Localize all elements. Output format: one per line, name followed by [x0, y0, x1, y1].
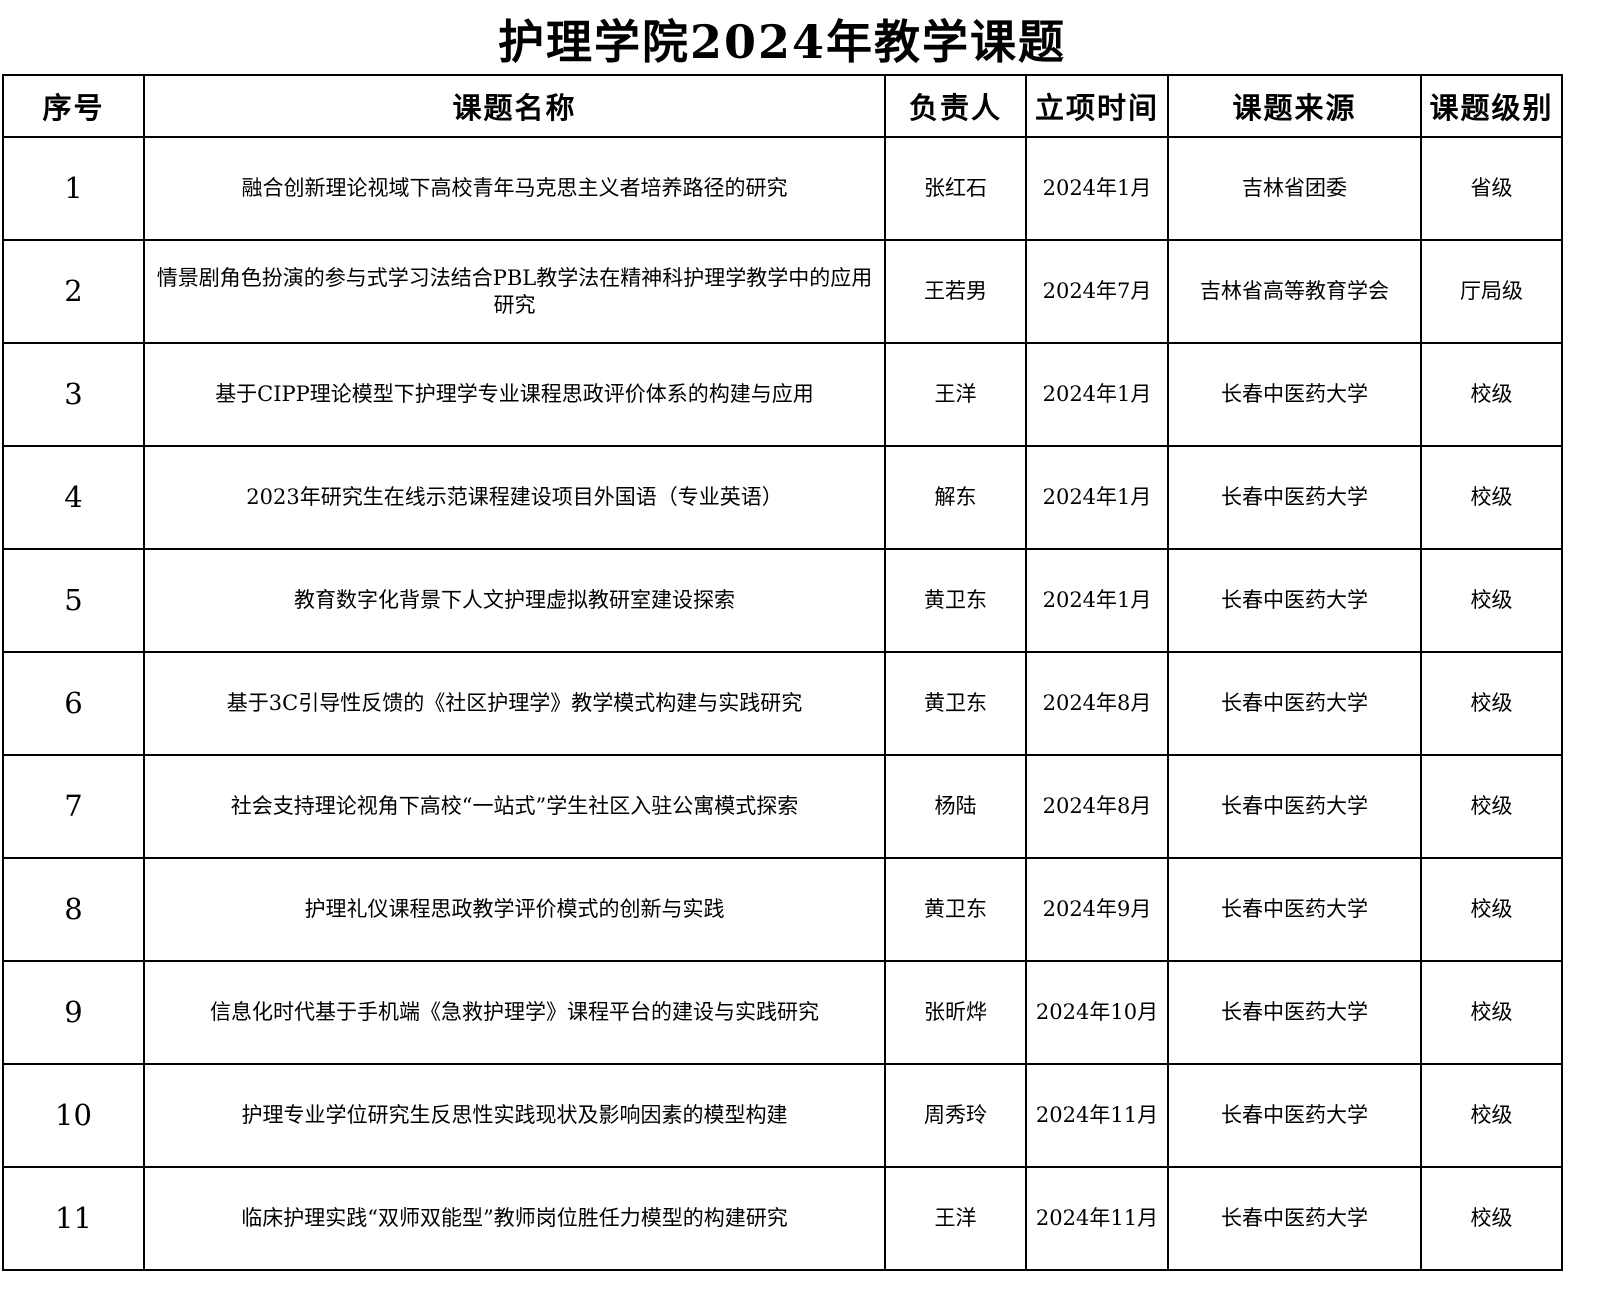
cell-leader: 解东 — [884, 445, 1027, 550]
cell-level: 校级 — [1420, 651, 1563, 756]
cell-index: 10 — [2, 1063, 145, 1168]
cell-source: 吉林省高等教育学会 — [1167, 239, 1422, 344]
header-date: 立项时间 — [1025, 74, 1169, 138]
table-row: 8 护理礼仪课程思政教学评价模式的创新与实践 黄卫东 2024年9月 长春中医药大学 校级 — [2, 857, 1563, 962]
cell-source: 长春中医药大学 — [1167, 1166, 1422, 1271]
cell-leader: 周秀玲 — [884, 1063, 1027, 1168]
cell-title: 社会支持理论视角下高校“一站式”学生社区入驻公寓模式探索 — [143, 754, 886, 859]
table-row: 7 社会支持理论视角下高校“一站式”学生社区入驻公寓模式探索 杨陆 2024年8月 长春… — [2, 754, 1563, 859]
cell-index: 6 — [2, 651, 145, 756]
cell-leader: 黄卫东 — [884, 651, 1027, 756]
header-row: 序号 课题名称 负责人 立项时间 课题来源 课题级别 — [2, 74, 1563, 138]
table-row: 9 信息化时代基于手机端《急救护理学》课程平台的建设与实践研究 张昕烨 2024年10… — [2, 960, 1563, 1065]
cell-source: 长春中医药大学 — [1167, 651, 1422, 756]
projects-table: 序号 课题名称 负责人 立项时间 课题来源 课题级别 1 融合创新理论视域下高校青年马克思主… — [2, 74, 1563, 1271]
table-row: 4 2023年研究生在线示范课程建设项目外国语（专业英语） 解东 2024年1月 长春中… — [2, 445, 1563, 550]
cell-source: 吉林省团委 — [1167, 136, 1422, 241]
cell-index: 7 — [2, 754, 145, 859]
cell-leader: 黄卫东 — [884, 548, 1027, 653]
cell-source: 长春中医药大学 — [1167, 960, 1422, 1065]
cell-index: 11 — [2, 1166, 145, 1271]
cell-date: 2024年11月 — [1025, 1166, 1169, 1271]
cell-leader: 王若男 — [884, 239, 1027, 344]
cell-leader: 王洋 — [884, 342, 1027, 447]
cell-title: 临床护理实践“双师双能型”教师岗位胜任力模型的构建研究 — [143, 1166, 886, 1271]
cell-date: 2024年11月 — [1025, 1063, 1169, 1168]
cell-index: 1 — [2, 136, 145, 241]
cell-index: 5 — [2, 548, 145, 653]
cell-title: 2023年研究生在线示范课程建设项目外国语（专业英语） — [143, 445, 886, 550]
page-title: 护理学院2024年教学课题 — [497, 15, 1067, 69]
table-row: 11 临床护理实践“双师双能型”教师岗位胜任力模型的构建研究 王洋 2024年11月长… — [2, 1166, 1563, 1271]
cell-source: 长春中医药大学 — [1167, 1063, 1422, 1168]
cell-date: 2024年10月 — [1025, 960, 1169, 1065]
cell-leader: 张昕烨 — [884, 960, 1027, 1065]
cell-title: 情景剧角色扮演的参与式学习法结合PBL教学法在精神科护理学教学中的应用研究 — [143, 239, 886, 344]
cell-level: 校级 — [1420, 857, 1563, 962]
cell-level: 校级 — [1420, 1063, 1563, 1168]
table-row: 1 融合创新理论视域下高校青年马克思主义者培养路径的研究 张红石 2024年1月 吉林省… — [2, 136, 1563, 241]
table-row: 5 教育数字化背景下人文护理虚拟教研室建设探索 黄卫东 2024年1月 长春中医药大学校… — [2, 548, 1563, 653]
cell-level: 省级 — [1420, 136, 1563, 241]
cell-leader: 杨陆 — [884, 754, 1027, 859]
cell-leader: 黄卫东 — [884, 857, 1027, 962]
cell-title: 基于3C引导性反馈的《社区护理学》教学模式构建与实践研究 — [143, 651, 886, 756]
cell-leader: 王洋 — [884, 1166, 1027, 1271]
cell-title: 基于CIPP理论模型下护理学专业课程思政评价体系的构建与应用 — [143, 342, 886, 447]
cell-level: 校级 — [1420, 445, 1563, 550]
cell-source: 长春中医药大学 — [1167, 445, 1422, 550]
header-index: 序号 — [2, 74, 145, 138]
cell-title: 教育数字化背景下人文护理虚拟教研室建设探索 — [143, 548, 886, 653]
cell-level: 校级 — [1420, 548, 1563, 653]
cell-title: 融合创新理论视域下高校青年马克思主义者培养路径的研究 — [143, 136, 886, 241]
cell-level: 厅局级 — [1420, 239, 1563, 344]
cell-index: 8 — [2, 857, 145, 962]
cell-index: 3 — [2, 342, 145, 447]
table-row: 2 情景剧角色扮演的参与式学习法结合PBL教学法在精神科护理学教学中的应用研究 王若… — [2, 239, 1563, 344]
cell-index: 9 — [2, 960, 145, 1065]
cell-level: 校级 — [1420, 754, 1563, 859]
cell-date: 2024年1月 — [1025, 548, 1169, 653]
cell-title: 护理礼仪课程思政教学评价模式的创新与实践 — [143, 857, 886, 962]
cell-date: 2024年8月 — [1025, 754, 1169, 859]
cell-index: 4 — [2, 445, 145, 550]
cell-source: 长春中医药大学 — [1167, 548, 1422, 653]
cell-date: 2024年1月 — [1025, 136, 1169, 241]
cell-date: 2024年7月 — [1025, 239, 1169, 344]
header-source: 课题来源 — [1167, 74, 1422, 138]
cell-index: 2 — [2, 239, 145, 344]
cell-date: 2024年1月 — [1025, 445, 1169, 550]
cell-date: 2024年8月 — [1025, 651, 1169, 756]
cell-leader: 张红石 — [884, 136, 1027, 241]
cell-date: 2024年1月 — [1025, 342, 1169, 447]
header-level: 课题级别 — [1420, 74, 1563, 138]
cell-level: 校级 — [1420, 1166, 1563, 1271]
cell-date: 2024年9月 — [1025, 857, 1169, 962]
cell-title: 护理专业学位研究生反思性实践现状及影响因素的模型构建 — [143, 1063, 886, 1168]
header-leader: 负责人 — [884, 74, 1027, 138]
cell-source: 长春中医药大学 — [1167, 342, 1422, 447]
table-row: 10 护理专业学位研究生反思性实践现状及影响因素的模型构建 周秀玲 2024年11月长… — [2, 1063, 1563, 1168]
table-row: 3 基于CIPP理论模型下护理学专业课程思政评价体系的构建与应用 王洋 2024年1月… — [2, 342, 1563, 447]
cell-source: 长春中医药大学 — [1167, 754, 1422, 859]
cell-level: 校级 — [1420, 960, 1563, 1065]
cell-title: 信息化时代基于手机端《急救护理学》课程平台的建设与实践研究 — [143, 960, 886, 1065]
table-row: 6 基于3C引导性反馈的《社区护理学》教学模式构建与实践研究 黄卫东 2024年8月长… — [2, 651, 1563, 756]
cell-source: 长春中医药大学 — [1167, 857, 1422, 962]
cell-level: 校级 — [1420, 342, 1563, 447]
header-title: 课题名称 — [143, 74, 886, 138]
